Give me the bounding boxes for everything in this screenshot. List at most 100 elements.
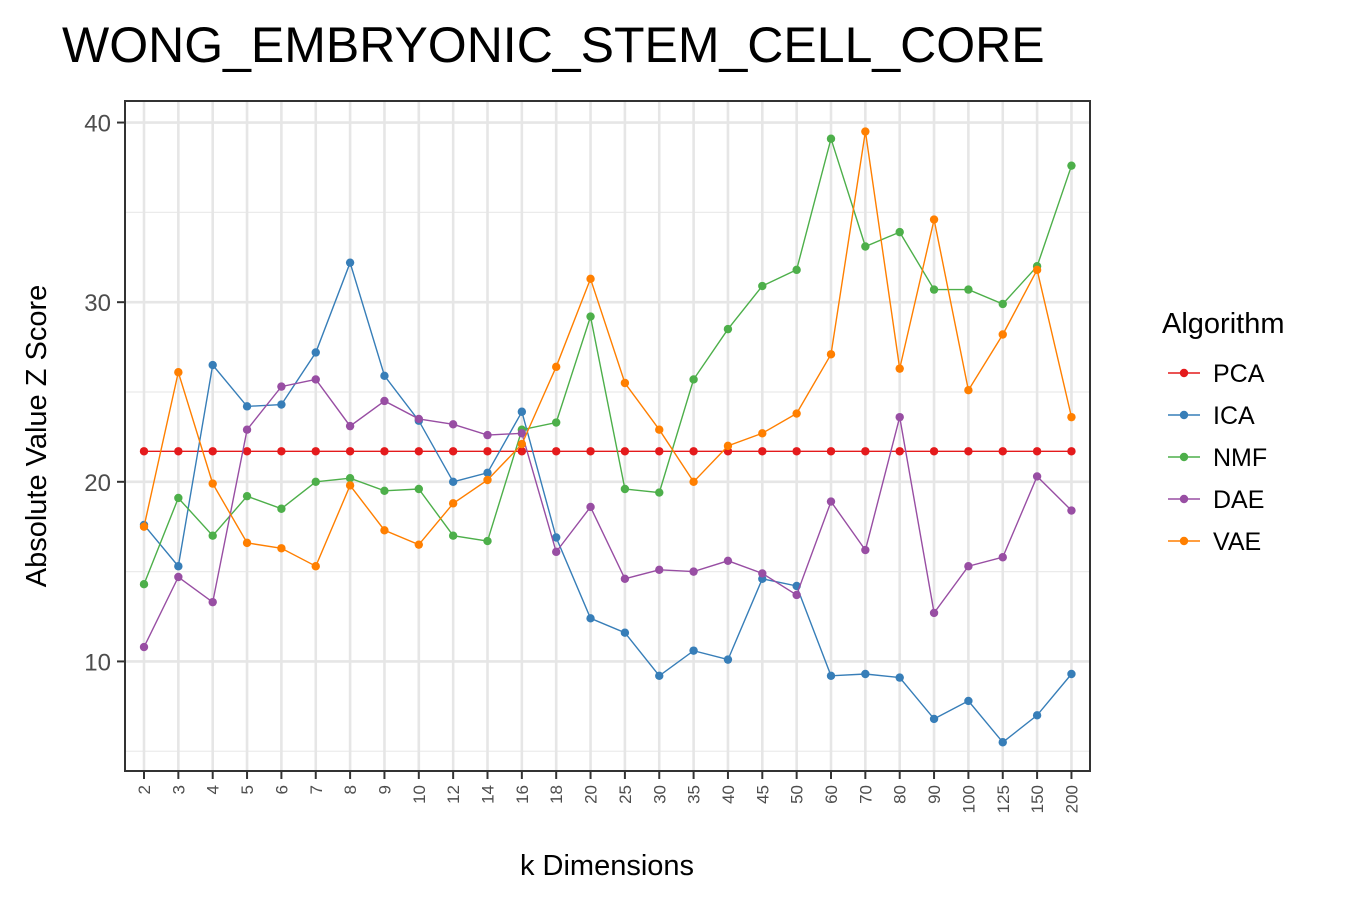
series-dae: [139, 375, 1076, 652]
data-point-vae: [242, 538, 252, 548]
legend-label: ICA: [1213, 402, 1255, 430]
data-point-dae: [277, 382, 286, 391]
data-point-ica: [826, 671, 836, 680]
data-point-vae: [964, 385, 973, 395]
data-point-dae: [861, 545, 870, 555]
data-point-pca: [483, 447, 492, 456]
series-pca: [139, 447, 1076, 456]
data-point-dae: [929, 608, 939, 618]
legend-title: Algorithm: [1162, 308, 1285, 340]
series-line-vae: [143, 131, 1073, 568]
data-point-vae: [655, 425, 664, 434]
legend-item-dae: DAE: [1168, 486, 1264, 514]
data-point-nmf: [139, 579, 149, 589]
x-tick-label: 60: [822, 785, 841, 804]
data-point-dae: [208, 597, 217, 607]
data-point-ica: [517, 407, 527, 416]
data-point-pca: [311, 447, 320, 456]
legend: Algorithm PCA ICA NMF DAE VAE: [1162, 308, 1285, 556]
data-point-vae: [895, 364, 904, 373]
legend-key-point: [1179, 494, 1189, 504]
data-point-dae: [414, 414, 423, 424]
data-point-pca: [242, 447, 252, 456]
data-point-pca: [414, 447, 423, 456]
data-point-pca: [620, 447, 630, 456]
x-tick-label: 14: [479, 785, 498, 804]
x-tick-label: 200: [1062, 785, 1081, 813]
x-tick-label: 80: [891, 785, 910, 804]
x-tick-label: 5: [238, 785, 257, 794]
data-point-pca: [208, 447, 217, 456]
y-axis-title: Absolute Value Z Score: [21, 285, 53, 588]
data-point-vae: [174, 368, 183, 377]
data-point-dae: [174, 572, 183, 582]
data-point-dae: [311, 375, 320, 384]
data-point-vae: [277, 544, 286, 553]
data-point-nmf: [345, 474, 355, 483]
data-point-dae: [448, 420, 458, 429]
y-tick-label: 30: [84, 290, 111, 317]
data-point-dae: [689, 567, 698, 576]
data-point-nmf: [998, 299, 1007, 309]
data-point-nmf: [208, 531, 217, 540]
data-point-dae: [1032, 472, 1042, 481]
data-point-pca: [964, 447, 973, 456]
data-point-ica: [964, 696, 973, 706]
data-point-pca: [929, 447, 939, 456]
x-tick-label: 50: [788, 785, 807, 804]
x-tick-label: 7: [307, 785, 326, 794]
data-point-nmf: [826, 134, 836, 143]
x-tick-label: 30: [650, 785, 669, 804]
data-point-vae: [620, 378, 630, 388]
data-point-vae: [208, 479, 217, 488]
data-point-pca: [998, 447, 1007, 456]
legend-label: PCA: [1213, 360, 1265, 388]
data-point-dae: [586, 502, 595, 512]
y-tick-label: 10: [84, 649, 111, 676]
series-line-ica: [143, 260, 1073, 744]
data-point-nmf: [242, 491, 252, 501]
data-point-dae: [758, 569, 767, 578]
data-point-vae: [1067, 412, 1076, 422]
data-point-vae: [483, 475, 492, 485]
data-point-nmf: [552, 418, 561, 427]
data-point-dae: [242, 425, 252, 434]
x-tick-label: 16: [513, 785, 532, 804]
data-point-vae: [998, 330, 1007, 339]
data-point-dae: [998, 553, 1007, 562]
legend-label: DAE: [1213, 486, 1264, 514]
x-tick-label: 10: [410, 785, 429, 804]
data-point-nmf: [861, 242, 870, 251]
data-point-vae: [414, 540, 423, 549]
x-tick-label: 9: [375, 785, 394, 794]
data-point-vae: [723, 441, 733, 451]
data-point-nmf: [380, 486, 389, 495]
legend-label: VAE: [1213, 528, 1261, 556]
data-point-ica: [895, 673, 904, 682]
data-point-ica: [723, 655, 733, 664]
data-point-nmf: [586, 312, 595, 321]
data-point-nmf: [277, 504, 286, 513]
legend-label: NMF: [1213, 444, 1267, 472]
data-point-dae: [792, 590, 801, 600]
legend-key-point: [1179, 410, 1189, 420]
data-point-dae: [1067, 506, 1076, 515]
legend-key-point: [1179, 536, 1189, 546]
data-point-ica: [208, 360, 217, 370]
x-tick-label: 4: [204, 785, 223, 794]
series-vae: [139, 127, 1076, 571]
data-point-ica: [929, 714, 939, 724]
data-point-dae: [655, 565, 664, 575]
x-tick-label: 3: [169, 785, 188, 794]
data-point-pca: [1067, 447, 1076, 456]
data-point-ica: [861, 669, 870, 679]
data-point-ica: [998, 738, 1007, 747]
data-point-nmf: [311, 477, 320, 487]
x-tick-label: 12: [444, 785, 463, 804]
x-tick-label: 45: [753, 785, 772, 804]
x-tick-label: 8: [341, 785, 360, 794]
data-point-pca: [139, 447, 149, 456]
data-point-ica: [689, 646, 698, 655]
